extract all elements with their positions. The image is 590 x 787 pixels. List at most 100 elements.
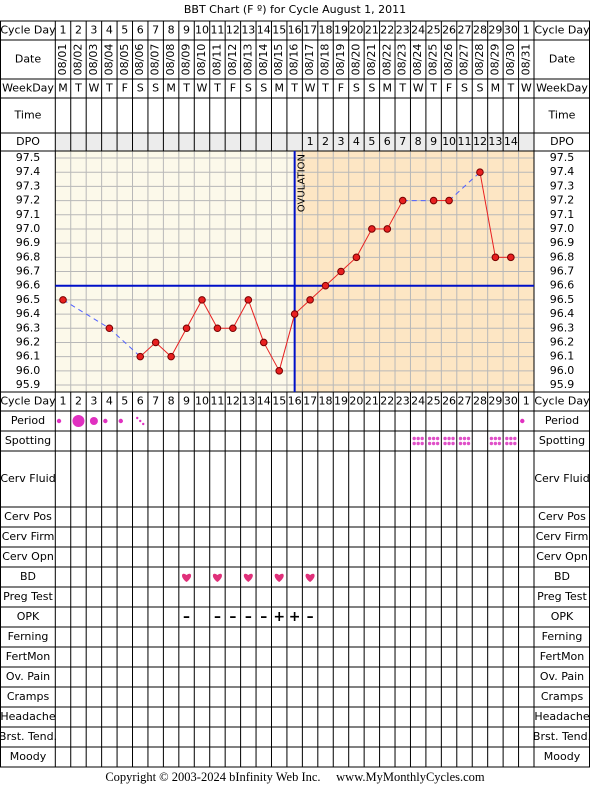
opk: – [214, 609, 221, 625]
bd-heart [212, 573, 222, 582]
row-label: WeekDay [2, 82, 54, 95]
spotting-dot [447, 441, 451, 446]
spotting-dot [427, 436, 432, 441]
row-label-right: Cycle Day [534, 395, 590, 408]
dpo-row-bg [55, 133, 535, 151]
line-segment [386, 200, 404, 230]
y-tick-label-right: 96.3 [550, 321, 575, 334]
temp-point [507, 253, 515, 262]
date: 08/31 [519, 44, 532, 76]
cycle-day: 17 [303, 24, 317, 37]
row-label: Date [15, 53, 42, 66]
weekday: T [105, 82, 113, 95]
opk: – [307, 609, 314, 625]
spotting-dot [431, 436, 436, 441]
cycle-day: 28 [473, 24, 487, 37]
dpo: 1 [307, 135, 314, 148]
period-dot [139, 419, 142, 423]
cycle-day: 16 [288, 24, 302, 37]
dpo: 6 [384, 135, 391, 148]
y-tick-label: 96.6 [16, 279, 41, 292]
y-tick-label-right: 97.2 [550, 194, 575, 207]
weekday: M [166, 82, 176, 95]
line-segment [247, 299, 265, 343]
cycle-day: 20 [349, 395, 363, 408]
cycle-day: 13 [241, 395, 255, 408]
dpo: 13 [488, 135, 502, 148]
date: 08/04 [102, 44, 115, 76]
weekday: T [398, 82, 406, 95]
row-label-right: DPO [550, 135, 574, 148]
y-tick-label: 97.2 [16, 194, 41, 207]
spotting-dot [416, 441, 420, 446]
row-label: Cerv Pos [4, 510, 52, 523]
chart-title: BBT Chart (F º) for Cycle August 1, 2011 [184, 3, 406, 16]
weekday: S [353, 82, 360, 95]
cycle-day: 4 [106, 395, 113, 408]
cycle-day: 7 [152, 24, 159, 37]
spotting-dot [451, 441, 455, 446]
cycle-day: 21 [365, 395, 379, 408]
weekday: T [290, 82, 298, 95]
weekday: T [321, 82, 329, 95]
row-label: OPK [17, 610, 40, 623]
row-label-right: Period [545, 414, 579, 427]
row-label: Spotting [5, 434, 51, 447]
row-label: Brst. Tend. [0, 730, 57, 743]
temp-point [383, 225, 392, 233]
period-dot [136, 416, 139, 420]
weekday: S [245, 82, 252, 95]
row-label-right: Brst. Tend. [533, 730, 590, 743]
cycle-day: 15 [272, 395, 286, 408]
spotting-dot [489, 436, 494, 441]
cycle-day: 18 [319, 395, 333, 408]
temp-point [275, 367, 284, 375]
date: 08/23 [396, 44, 409, 76]
spotting-dot [466, 436, 471, 441]
row-label-right: Ferning [542, 630, 583, 643]
weekday: S [368, 82, 375, 95]
cycle-day: 2 [75, 24, 82, 37]
weekday: S [137, 82, 144, 95]
date: 08/16 [288, 44, 301, 76]
date: 08/28 [473, 44, 486, 76]
row-label: FertMon [6, 650, 51, 663]
y-tick-label: 97.5 [16, 151, 41, 164]
temp-point [445, 196, 453, 205]
weekday: F [122, 82, 128, 95]
date: 08/20 [349, 44, 362, 76]
row-label: Preg Test [3, 590, 53, 603]
date: 08/19 [334, 44, 347, 76]
row-label-right: Ov. Pain [540, 670, 584, 683]
weekday: F [446, 82, 452, 95]
gap-segment [109, 327, 141, 357]
dpo: 11 [458, 135, 472, 148]
temp-point [198, 296, 206, 304]
cycle-day: 3 [90, 395, 97, 408]
spotting-dot [505, 436, 509, 441]
spotting-dot [513, 436, 517, 441]
y-tick-label: 96.0 [16, 364, 41, 377]
cycle-day: 14 [257, 395, 271, 408]
spotting-dot [443, 441, 447, 446]
spotting-dot [458, 441, 463, 446]
opk: – [245, 609, 252, 625]
row-label-right: Time [548, 109, 576, 122]
date: 08/01 [56, 44, 69, 76]
y-tick-label: 96.1 [16, 350, 41, 363]
spotting-dot [435, 436, 440, 441]
cycle-day: 6 [137, 395, 144, 408]
row-label-right: Date [549, 53, 576, 66]
row-label: Moody [10, 750, 47, 763]
period-dot [89, 417, 98, 425]
weekday: S [260, 82, 267, 95]
dpo: 8 [415, 135, 422, 148]
cycle-day: 18 [319, 24, 333, 37]
temp-point [290, 310, 299, 318]
temp-point [151, 338, 160, 347]
weekday: T [506, 82, 514, 95]
dpo: 7 [399, 135, 406, 148]
cycle-day: 19 [334, 24, 348, 37]
period-dot [72, 415, 85, 427]
